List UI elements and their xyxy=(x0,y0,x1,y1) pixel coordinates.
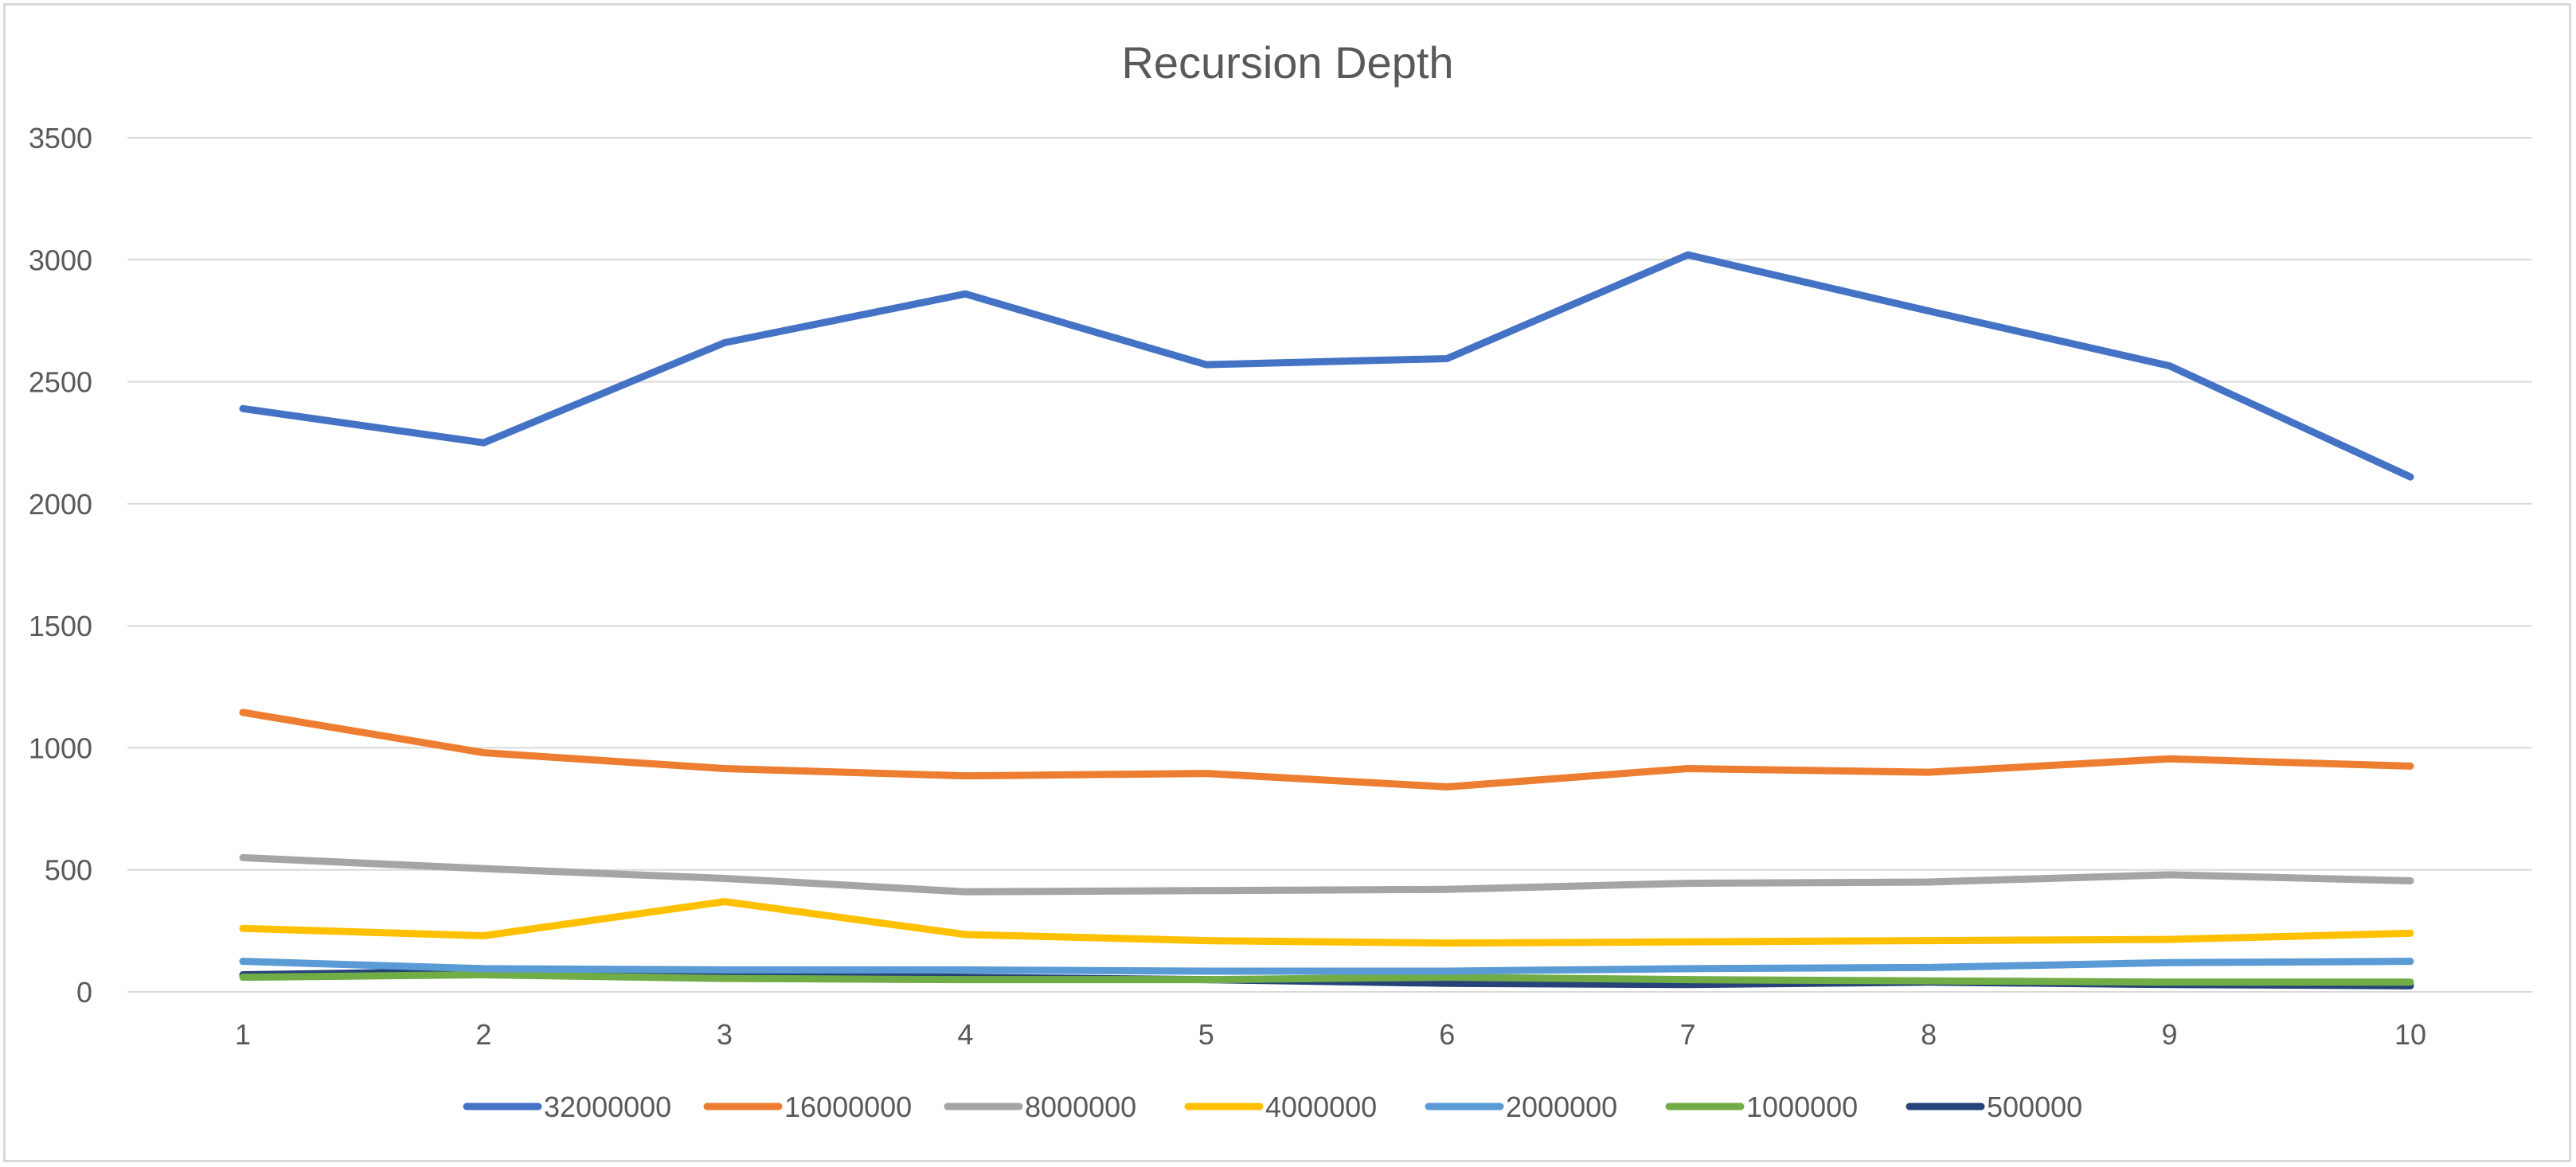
y-tick-label: 0 xyxy=(76,976,92,1009)
y-tick-label: 1000 xyxy=(29,732,92,764)
series-line-4000000 xyxy=(239,898,2414,947)
x-tick-label: 5 xyxy=(1198,1018,1214,1051)
y-tick-label: 2000 xyxy=(29,488,92,521)
legend-item: 16000000 xyxy=(703,1091,912,1123)
series-lines xyxy=(239,251,2414,989)
legend-label: 16000000 xyxy=(784,1091,912,1123)
series-line-8000000 xyxy=(239,853,2414,896)
series-line-2000000 xyxy=(239,958,2414,975)
x-axis-tick-labels: 1 2 3 4 5 6 7 8 9 10 xyxy=(235,1018,2426,1051)
legend-label: 32000000 xyxy=(544,1091,671,1123)
y-tick-label: 2500 xyxy=(29,366,92,399)
y-tick-label: 500 xyxy=(45,854,92,887)
x-tick-label: 6 xyxy=(1439,1018,1455,1051)
chart-title: Recursion Depth xyxy=(1121,37,1453,88)
legend: 32000000 16000000 8000000 4000000 2000000 100… xyxy=(463,1091,2082,1123)
y-tick-label: 3500 xyxy=(29,122,92,154)
legend-item: 32000000 xyxy=(463,1091,671,1123)
y-axis-tick-labels: 0 500 1000 1500 2000 2500 3000 3500 xyxy=(29,122,92,1009)
series-line-16000000 xyxy=(239,708,2414,790)
legend-item: 2000000 xyxy=(1425,1091,1617,1123)
y-tick-label: 1500 xyxy=(29,610,92,642)
legend-item: 8000000 xyxy=(944,1091,1136,1123)
legend-item: 500000 xyxy=(1906,1091,2082,1123)
legend-label: 2000000 xyxy=(1506,1091,1617,1123)
gridlines xyxy=(127,137,2532,993)
legend-item: 1000000 xyxy=(1665,1091,1858,1123)
legend-label: 1000000 xyxy=(1746,1091,1858,1123)
x-tick-label: 2 xyxy=(475,1018,491,1051)
legend-item: 4000000 xyxy=(1184,1091,1377,1123)
x-tick-label: 9 xyxy=(2162,1018,2178,1051)
x-tick-label: 1 xyxy=(235,1018,251,1051)
legend-label: 8000000 xyxy=(1025,1091,1136,1123)
x-tick-label: 8 xyxy=(1921,1018,1937,1051)
x-tick-label: 10 xyxy=(2394,1018,2426,1051)
x-tick-label: 7 xyxy=(1680,1018,1696,1051)
series-line-32000000 xyxy=(239,251,2414,481)
legend-label: 4000000 xyxy=(1265,1091,1377,1123)
y-tick-label: 3000 xyxy=(29,244,92,276)
x-tick-label: 4 xyxy=(957,1018,973,1051)
x-tick-label: 3 xyxy=(717,1018,733,1051)
legend-label: 500000 xyxy=(1987,1091,2082,1123)
series-line-1000000 xyxy=(239,971,2414,986)
